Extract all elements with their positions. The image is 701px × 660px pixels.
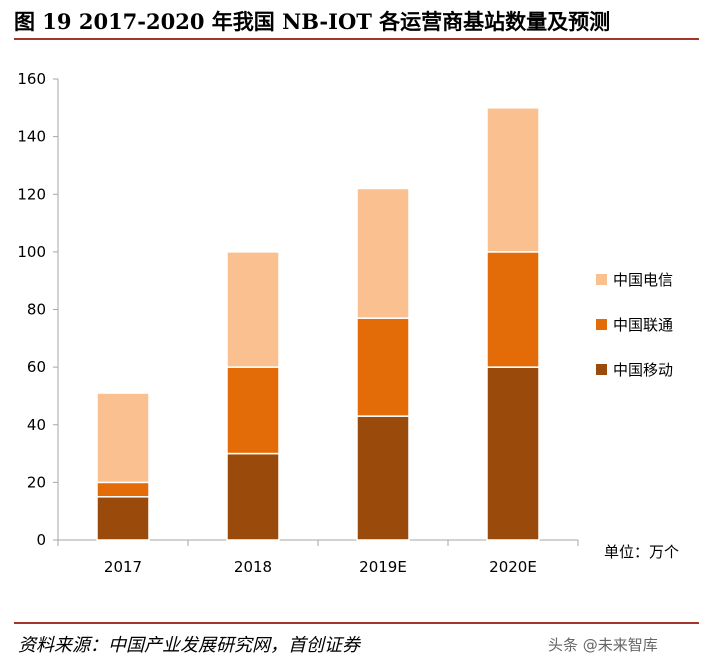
x-tick-label: 2019E xyxy=(359,558,407,576)
title-divider xyxy=(14,38,699,40)
bar-segment xyxy=(96,496,150,541)
bar-segment xyxy=(226,366,280,455)
x-tick-label: 2020E xyxy=(489,558,537,576)
legend-item: 中国联通 xyxy=(596,315,674,334)
bar-segment xyxy=(486,366,540,541)
y-tick-label: 20 xyxy=(27,473,46,491)
watermark: 头条 @未来智库 xyxy=(548,636,658,654)
bar-segment xyxy=(226,452,280,541)
y-tick-label: 80 xyxy=(27,301,46,319)
x-tick-label: 2018 xyxy=(234,558,272,576)
chart-legend: 中国电信中国联通中国移动 xyxy=(596,270,673,405)
y-tick-label: 0 xyxy=(36,531,46,549)
y-tick-label: 140 xyxy=(17,128,46,146)
bar-segment xyxy=(356,317,410,417)
legend-label: 中国电信 xyxy=(613,270,674,289)
source-note: 资料来源：中国产业发展研究网，首创证券 xyxy=(18,635,360,656)
stacked-bar-chart: 0 20 40 60 80 100 120 140 160 2017 2018 2019E 2020E xyxy=(17,70,579,576)
y-tick-label: 40 xyxy=(27,416,46,434)
bar-segment xyxy=(96,392,150,484)
bar-segment xyxy=(226,251,280,368)
y-tick-label: 60 xyxy=(27,358,46,376)
y-tick-label: 160 xyxy=(17,70,46,88)
legend-item: 中国移动 xyxy=(596,360,674,379)
legend-swatch xyxy=(596,318,607,330)
y-tick-label: 100 xyxy=(17,243,46,261)
bar-segment xyxy=(486,251,540,368)
unit-label: 单位：万个 xyxy=(604,543,680,561)
footer-divider xyxy=(14,622,699,624)
bar-segment xyxy=(486,107,540,253)
figure-title: 图 19 2017-2020 年我国 NB-IOT 各运营商基站数量及预测 xyxy=(14,9,611,34)
bar-segment xyxy=(356,187,410,319)
x-tick-label: 2017 xyxy=(104,558,142,576)
y-tick-label: 120 xyxy=(17,185,46,203)
legend-label: 中国联通 xyxy=(613,315,674,334)
legend-item: 中国电信 xyxy=(596,270,674,289)
legend-label: 中国移动 xyxy=(613,360,674,379)
bar-segment xyxy=(96,481,150,498)
bar-segment xyxy=(356,415,410,541)
figure-header: 图 19 2017-2020 年我国 NB-IOT 各运营商基站数量及预测 xyxy=(0,0,701,44)
legend-swatch xyxy=(596,273,607,285)
legend-swatch xyxy=(596,363,607,375)
